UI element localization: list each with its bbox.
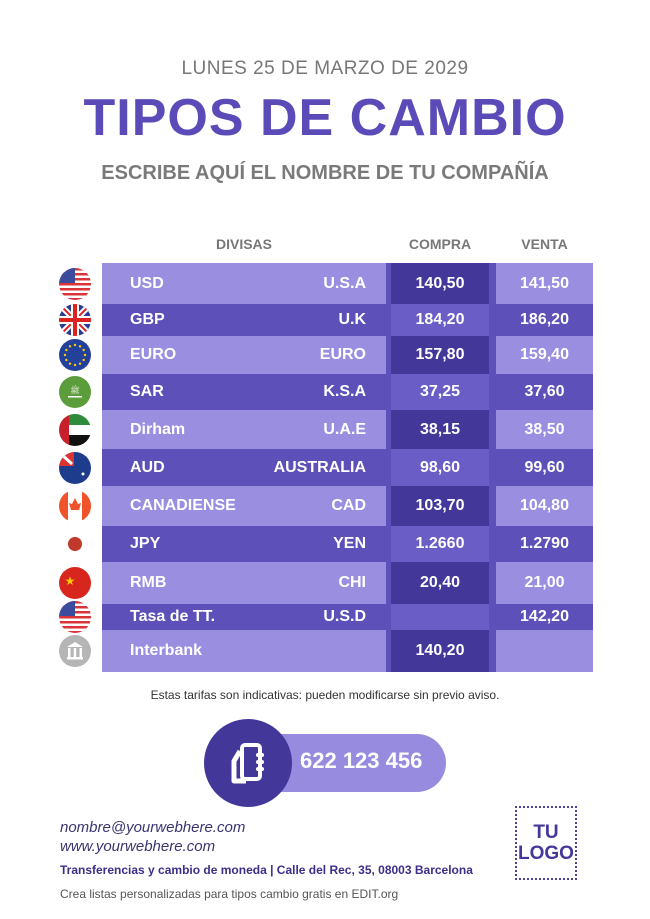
currency-code: JPY xyxy=(130,535,161,552)
table-row: SAR K.S.A 37,25 37,60 xyxy=(102,374,593,410)
currency-country: CAD xyxy=(331,497,366,514)
divisa-cell: Interbank xyxy=(102,630,386,672)
bank-icon xyxy=(59,635,91,667)
company-name: ESCRIBE AQUÍ EL NOMBRE DE TU COMPAÑÍA xyxy=(101,162,549,184)
currency-code: Tasa de TT. xyxy=(130,608,216,625)
table-row: EURO EURO 157,80 159,40 xyxy=(102,336,593,374)
compra-cell: 20,40 xyxy=(391,562,489,604)
currency-country: U.S.D xyxy=(323,608,366,625)
divisa-cell: Tasa de TT. U.S.D xyxy=(102,604,386,630)
table-row: RMB CHI 20,40 21,00 xyxy=(102,562,593,604)
us-flag-icon xyxy=(59,267,91,300)
uk-flag-icon xyxy=(59,304,91,336)
divisa-cell: USD U.S.A xyxy=(102,263,386,304)
currency-code: Interbank xyxy=(130,642,203,659)
currency-country: EURO xyxy=(319,346,366,363)
email[interactable]: nombre@yourwebhere.com xyxy=(60,819,246,836)
venta-cell: 1.2790 xyxy=(520,535,569,552)
divisa-cell: Dirham U.A.E xyxy=(102,410,386,449)
eu-flag-icon xyxy=(59,339,91,371)
phone-in-hand-icon xyxy=(231,743,264,784)
divisa-cell: CANADIENSE CAD xyxy=(102,486,386,526)
compra-cell: 184,20 xyxy=(391,304,489,336)
currency-country: CHI xyxy=(338,574,366,591)
divisa-cell: GBP U.K xyxy=(102,304,386,336)
venta-cell: 38,50 xyxy=(496,410,593,449)
uae-flag-icon xyxy=(59,413,91,446)
disclaimer: Estas tarifas son indicativas: pueden mo… xyxy=(150,688,500,702)
venta-cell: 141,50 xyxy=(496,263,593,304)
currency-code: Dirham xyxy=(130,420,186,438)
table-row: AUD AUSTRALIA 98,60 99,60 xyxy=(102,449,593,486)
australia-flag-icon xyxy=(59,451,91,484)
logo-line2: LOGO xyxy=(518,843,574,864)
currency-code: GBP xyxy=(130,311,165,328)
compra-cell: 157,80 xyxy=(391,336,489,374)
currency-country: U.S.A xyxy=(323,274,366,292)
page-title: TIPOS DE CAMBIO xyxy=(83,89,567,147)
currency-code: USD xyxy=(130,274,164,292)
header-divisas: DIVISAS xyxy=(215,236,272,252)
venta-cell: 99,60 xyxy=(524,458,565,476)
header-compra: COMPRA xyxy=(408,236,472,252)
svg-text:★: ★ xyxy=(65,574,76,588)
website[interactable]: www.yourwebhere.com xyxy=(60,838,216,855)
compra-cell: 37,25 xyxy=(391,374,489,410)
address: Transferencias y cambio de moneda | Call… xyxy=(60,863,473,877)
currency-code: RMB xyxy=(130,574,167,591)
venta-cell: 159,40 xyxy=(496,336,593,374)
currency-code: EURO xyxy=(130,346,177,363)
venta-cell: 37,60 xyxy=(524,383,565,400)
phone-number: 622 123 456 xyxy=(300,748,423,773)
logo-placeholder: TU LOGO xyxy=(515,806,577,880)
date: LUNES 25 DE MARZO DE 2029 xyxy=(181,58,469,79)
canada-flag-icon xyxy=(59,490,91,522)
divisa-cell: AUD AUSTRALIA xyxy=(102,449,386,486)
divisa-cell: JPY YEN xyxy=(102,526,386,562)
currency-country: K.S.A xyxy=(323,383,366,400)
table-row: Dirham U.A.E 38,15 38,50 xyxy=(102,410,593,449)
logo-line1: TU xyxy=(533,822,559,843)
currency-country: AUSTRALIA xyxy=(273,458,366,476)
currency-code: CANADIENSE xyxy=(130,497,236,514)
phone-circle xyxy=(204,719,292,807)
table-row: Interbank 140,20 xyxy=(102,630,593,672)
currency-code: AUD xyxy=(130,458,165,476)
compra-cell: 98,60 xyxy=(391,449,489,486)
divisa-cell: SAR K.S.A xyxy=(102,374,386,410)
svg-text:ﷺ: ﷺ xyxy=(70,384,80,395)
venta-cell: 186,20 xyxy=(520,311,569,328)
header-venta: VENTA xyxy=(521,236,568,252)
currency-country: U.A.E xyxy=(323,420,366,438)
divisa-cell: EURO EURO xyxy=(102,336,386,374)
venta-cell xyxy=(496,630,593,672)
venta-cell: 21,00 xyxy=(496,562,593,604)
table-row: JPY YEN 1.2660 1.2790 xyxy=(102,526,593,562)
us-flag-icon xyxy=(59,601,91,633)
compra-cell: 140,20 xyxy=(391,630,489,672)
compra-cell: 38,15 xyxy=(391,410,489,449)
table-row: CANADIENSE CAD 103,70 104,80 xyxy=(102,486,593,526)
divisa-cell: RMB CHI xyxy=(102,562,386,604)
table-row: Tasa de TT. U.S.D 142,20 xyxy=(102,604,593,630)
currency-code: SAR xyxy=(130,383,164,400)
china-flag-icon: ★ xyxy=(59,567,91,599)
compra-cell: 1.2660 xyxy=(391,526,489,562)
currency-country: U.K xyxy=(338,311,366,328)
compra-cell xyxy=(391,604,489,630)
compra-cell: 140,50 xyxy=(391,263,489,304)
currency-country: YEN xyxy=(333,535,366,552)
saudi-flag-icon: ﷺ xyxy=(59,376,91,408)
table-row: GBP U.K 184,20 186,20 xyxy=(102,304,593,336)
table-row: USD U.S.A 140,50 141,50 xyxy=(102,263,593,304)
rates-table: USD U.S.A 140,50 141,50 GBP U.K 184,20 186,… xyxy=(102,263,593,672)
credit: Crea listas personalizadas para tipos ca… xyxy=(60,887,399,901)
venta-cell: 104,80 xyxy=(496,486,593,526)
venta-cell: 142,20 xyxy=(520,608,569,625)
compra-cell: 103,70 xyxy=(391,486,489,526)
japan-flag-icon xyxy=(59,528,91,560)
